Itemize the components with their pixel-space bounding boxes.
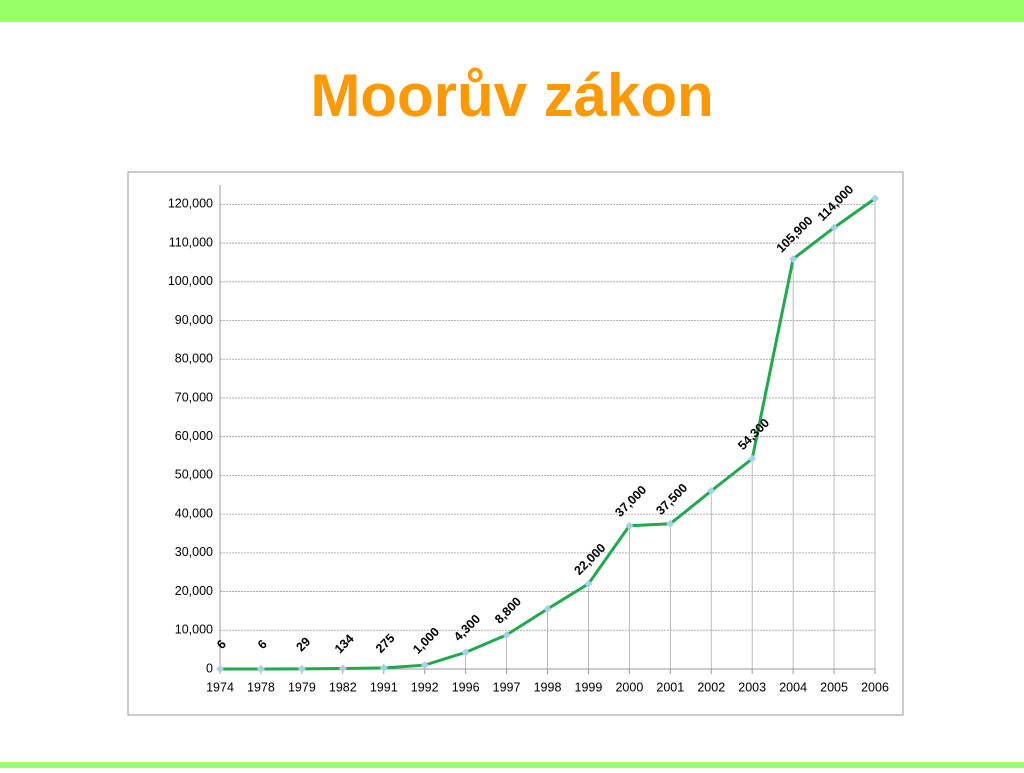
x-tick-label: 1996 [452, 680, 480, 694]
marker [830, 223, 839, 232]
x-tick-label: 1999 [575, 680, 603, 694]
x-tick-label: 2000 [615, 680, 643, 694]
marker [216, 664, 224, 673]
marker [625, 521, 634, 530]
y-tick-label: 30,000 [175, 545, 213, 559]
y-tick-label: 110,000 [169, 235, 213, 249]
x-tick-label: 2006 [861, 680, 889, 694]
x-tick-label: 2003 [738, 680, 766, 694]
marker [748, 454, 757, 463]
x-tick-label: 1978 [247, 680, 275, 694]
marker [666, 519, 675, 528]
marker [871, 194, 879, 203]
y-tick-label: 20,000 [175, 584, 213, 598]
marker [502, 630, 511, 639]
marker [297, 664, 306, 673]
marker [789, 254, 798, 263]
x-tick-label: 1991 [370, 680, 398, 694]
marker [338, 664, 347, 673]
y-tick-label: 120,000 [168, 197, 213, 211]
y-tick-label: 0 [206, 661, 213, 675]
marker [543, 604, 552, 613]
marker [584, 579, 593, 588]
y-tick-label: 90,000 [175, 313, 213, 327]
x-tick-label: 1982 [329, 680, 357, 694]
x-tick-label: 2001 [656, 680, 684, 694]
chart-frame [127, 171, 904, 716]
top-band [0, 0, 1024, 22]
x-tick-label: 1974 [206, 680, 234, 694]
y-tick-label: 70,000 [175, 390, 213, 404]
marker [256, 664, 265, 673]
y-tick-label: 80,000 [175, 352, 213, 366]
y-tick-label: 50,000 [175, 468, 213, 482]
x-tick-label: 2002 [697, 680, 725, 694]
x-tick-label: 1992 [411, 680, 439, 694]
x-tick-label: 2005 [820, 680, 848, 694]
y-tick-label: 40,000 [175, 506, 213, 520]
y-tick-label: 60,000 [175, 429, 213, 443]
x-tick-label: 1979 [288, 680, 316, 694]
y-tick-label: 10,000 [175, 623, 213, 637]
y-tick-label: 100,000 [168, 274, 213, 288]
x-tick-label: 1997 [493, 680, 521, 694]
marker [420, 661, 429, 670]
marker [707, 486, 716, 495]
marker [379, 663, 388, 672]
slide-title: Moorův zákon [310, 62, 713, 129]
marker [461, 648, 470, 657]
bottom-band [0, 762, 1024, 768]
x-tick-label: 1998 [534, 680, 562, 694]
x-tick-label: 2004 [779, 680, 807, 694]
